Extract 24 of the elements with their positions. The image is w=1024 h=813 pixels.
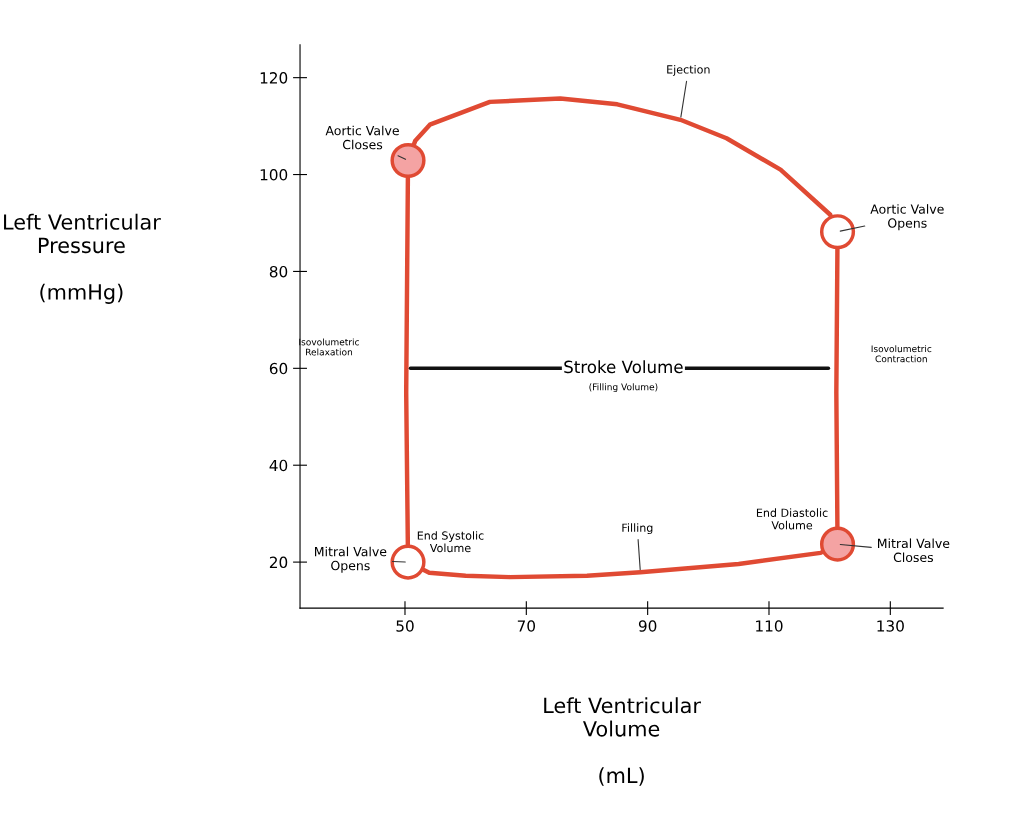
y-tick-label: 80: [269, 265, 288, 278]
text: Left Ventricular Volume (mL): [544, 697, 701, 786]
annotation: Mitral Valve Closes: [878, 538, 950, 563]
y-tick-label: 20: [269, 556, 288, 569]
annotation: Stroke Volume: [564, 360, 683, 374]
annotation: End Systolic Volume: [417, 531, 484, 553]
text: Left Ventricular Pressure (mmHg): [4, 213, 161, 304]
y-tick-label: 40: [269, 459, 288, 472]
y-tick-label: 120: [260, 72, 288, 84]
y-tick-label: 100: [260, 169, 288, 181]
x-tick-label: 110: [756, 620, 783, 632]
x-tick-label: 70: [517, 620, 536, 632]
annotation: Filling: [622, 523, 653, 535]
annotation: Aortic Valve Opens: [870, 204, 944, 231]
x-tick-label: 90: [638, 620, 657, 632]
x-tick-label: 130: [877, 620, 904, 632]
y-tick-label: 60: [269, 362, 288, 375]
annotation: Aortic Valve Closes: [325, 125, 399, 150]
annotation: End Diastolic Volume: [756, 508, 828, 530]
annotation: Isovolumetric Contraction: [871, 345, 932, 363]
annotation: (Filling Volume): [589, 383, 658, 393]
annotation: Ejection: [667, 65, 710, 76]
annotation: Mitral Valve Opens: [315, 546, 387, 573]
x-tick-label: 50: [396, 620, 414, 632]
